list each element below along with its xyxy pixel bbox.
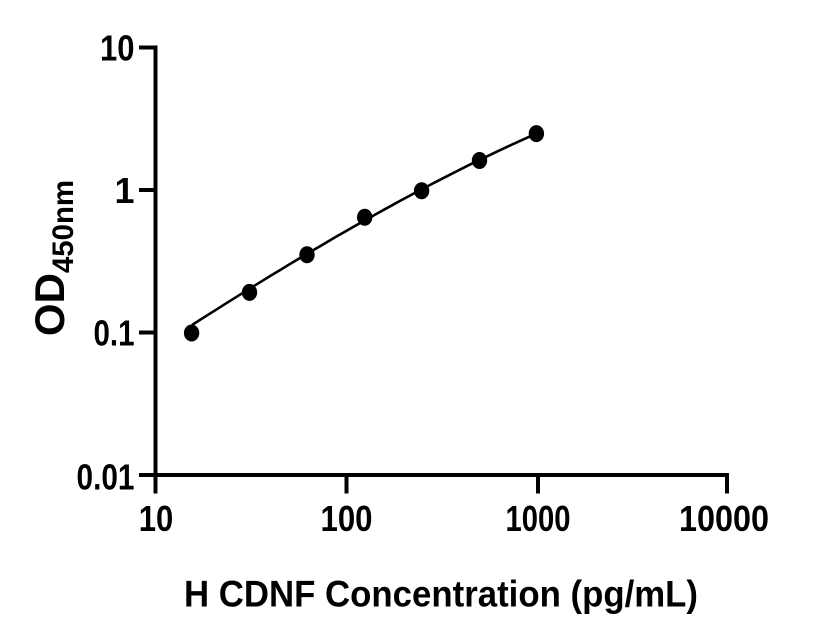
svg-text:1: 1: [114, 170, 134, 211]
svg-text:10: 10: [100, 28, 135, 69]
svg-text:0.01: 0.01: [77, 457, 135, 498]
svg-text:10000: 10000: [679, 498, 769, 539]
svg-text:0.1: 0.1: [94, 313, 135, 354]
svg-text:10: 10: [139, 498, 174, 539]
svg-text:H CDNF Concentration (pg/mL): H CDNF Concentration (pg/mL): [184, 574, 698, 615]
svg-text:100: 100: [321, 498, 373, 539]
svg-text:1000: 1000: [506, 498, 571, 539]
